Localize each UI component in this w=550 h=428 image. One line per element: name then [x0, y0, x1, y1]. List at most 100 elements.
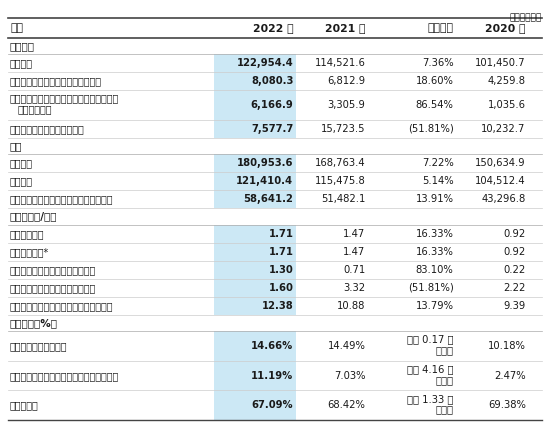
Bar: [213, 261, 296, 279]
Text: 每股计（元/股）: 每股计（元/股）: [10, 211, 58, 222]
Text: 经营活动产生的现金流量净额: 经营活动产生的现金流量净额: [10, 124, 85, 134]
Text: 经营业绩: 经营业绩: [10, 41, 35, 51]
Text: 4,259.8: 4,259.8: [488, 76, 526, 86]
Bar: [8, 297, 542, 315]
Bar: [8, 72, 542, 90]
Text: 百分点: 百分点: [436, 375, 454, 385]
Bar: [8, 243, 542, 261]
Text: 104,512.4: 104,512.4: [475, 176, 526, 186]
Bar: [213, 90, 296, 120]
Bar: [8, 172, 542, 190]
Bar: [8, 361, 542, 390]
Text: 1.60: 1.60: [268, 283, 293, 293]
Text: 3,305.9: 3,305.9: [328, 100, 365, 110]
Text: 101,450.7: 101,450.7: [475, 58, 526, 68]
Text: 6,166.9: 6,166.9: [251, 100, 293, 110]
Text: 1.71: 1.71: [268, 229, 293, 239]
Bar: [213, 154, 296, 172]
Text: 1,035.6: 1,035.6: [488, 100, 526, 110]
Bar: [8, 154, 542, 172]
Text: 2021 年: 2021 年: [325, 23, 365, 33]
Text: 7.36%: 7.36%: [422, 58, 454, 68]
Text: 上升 4.16 个: 上升 4.16 个: [407, 364, 454, 374]
Bar: [213, 331, 296, 361]
Text: 15,723.5: 15,723.5: [321, 124, 365, 134]
Text: 43,296.8: 43,296.8: [481, 194, 526, 204]
Text: 0.92: 0.92: [503, 247, 526, 257]
Text: 扣除非经常性损益的加权平均净资产收益率: 扣除非经常性损益的加权平均净资产收益率: [10, 371, 119, 380]
Text: 规模: 规模: [10, 141, 23, 151]
Text: 10.18%: 10.18%: [488, 341, 526, 351]
Text: 58,641.2: 58,641.2: [244, 194, 293, 204]
Text: 2.47%: 2.47%: [494, 371, 526, 380]
Bar: [213, 120, 296, 138]
Text: 168,763.4: 168,763.4: [315, 158, 365, 168]
Text: 121,410.4: 121,410.4: [236, 176, 293, 186]
Text: 69.38%: 69.38%: [488, 400, 526, 410]
Bar: [8, 208, 542, 225]
Bar: [8, 331, 542, 361]
Text: 68.42%: 68.42%: [328, 400, 365, 410]
Text: 稀释每股收益*: 稀释每股收益*: [10, 247, 49, 257]
Text: 基本每股收益: 基本每股收益: [10, 229, 45, 239]
Text: 13.79%: 13.79%: [416, 301, 454, 311]
Text: 12.38: 12.38: [262, 301, 293, 311]
Text: 2.22: 2.22: [503, 283, 526, 293]
Text: 1.47: 1.47: [343, 247, 365, 257]
Text: 资产总额: 资产总额: [10, 158, 33, 168]
Bar: [213, 190, 296, 208]
Text: 51,482.1: 51,482.1: [321, 194, 365, 204]
Bar: [213, 279, 296, 297]
Text: 13.91%: 13.91%: [416, 194, 454, 204]
Text: 10,232.7: 10,232.7: [481, 124, 526, 134]
Bar: [213, 361, 296, 390]
Bar: [213, 225, 296, 243]
Text: 资产负债率: 资产负债率: [10, 400, 38, 410]
Bar: [8, 90, 542, 120]
Text: 8,080.3: 8,080.3: [251, 76, 293, 86]
Bar: [8, 38, 542, 54]
Text: 122,954.4: 122,954.4: [236, 58, 293, 68]
Text: 0.71: 0.71: [343, 265, 365, 275]
Text: 18.60%: 18.60%: [416, 76, 454, 86]
Text: 14.49%: 14.49%: [328, 341, 365, 351]
Text: 营业收入: 营业收入: [10, 58, 33, 68]
Text: 83.10%: 83.10%: [416, 265, 454, 275]
Text: 7.22%: 7.22%: [422, 158, 454, 168]
Text: 负债总额: 负债总额: [10, 176, 33, 186]
Text: 3.32: 3.32: [343, 283, 365, 293]
Text: 10.88: 10.88: [337, 301, 365, 311]
Text: 单位：百万元: 单位：百万元: [510, 14, 542, 23]
Text: 14.66%: 14.66%: [251, 341, 293, 351]
Text: 加权平均净资产收益率: 加权平均净资产收益率: [10, 341, 68, 351]
Text: 下降 1.33 个: 下降 1.33 个: [407, 394, 454, 404]
Text: 财务比率（%）: 财务比率（%）: [10, 318, 58, 328]
Bar: [213, 54, 296, 72]
Bar: [8, 315, 542, 331]
Text: 0.92: 0.92: [503, 229, 526, 239]
Bar: [213, 390, 296, 420]
Text: 11.19%: 11.19%: [251, 371, 293, 380]
Bar: [8, 390, 542, 420]
Bar: [8, 138, 542, 154]
Text: 67.09%: 67.09%: [252, 400, 293, 410]
Bar: [8, 120, 542, 138]
Text: 114,521.6: 114,521.6: [315, 58, 365, 68]
Bar: [213, 297, 296, 315]
Bar: [213, 72, 296, 90]
Text: 损益的净利润: 损益的净利润: [18, 104, 52, 114]
Text: 0.22: 0.22: [503, 265, 526, 275]
Text: 7,577.7: 7,577.7: [251, 124, 293, 134]
Text: 百分点: 百分点: [436, 345, 454, 356]
Bar: [213, 243, 296, 261]
Text: 2022 年: 2022 年: [253, 23, 293, 33]
Text: 16.33%: 16.33%: [416, 247, 454, 257]
Text: 9.39: 9.39: [503, 301, 526, 311]
Text: 6,812.9: 6,812.9: [327, 76, 365, 86]
Text: 7.03%: 7.03%: [334, 371, 365, 380]
Text: 180,953.6: 180,953.6: [237, 158, 293, 168]
Text: 16.33%: 16.33%: [416, 229, 454, 239]
Text: 每股经营活动产生的现金流量净额: 每股经营活动产生的现金流量净额: [10, 283, 96, 293]
Text: 项目: 项目: [10, 23, 23, 33]
Text: (51.81%): (51.81%): [408, 124, 454, 134]
